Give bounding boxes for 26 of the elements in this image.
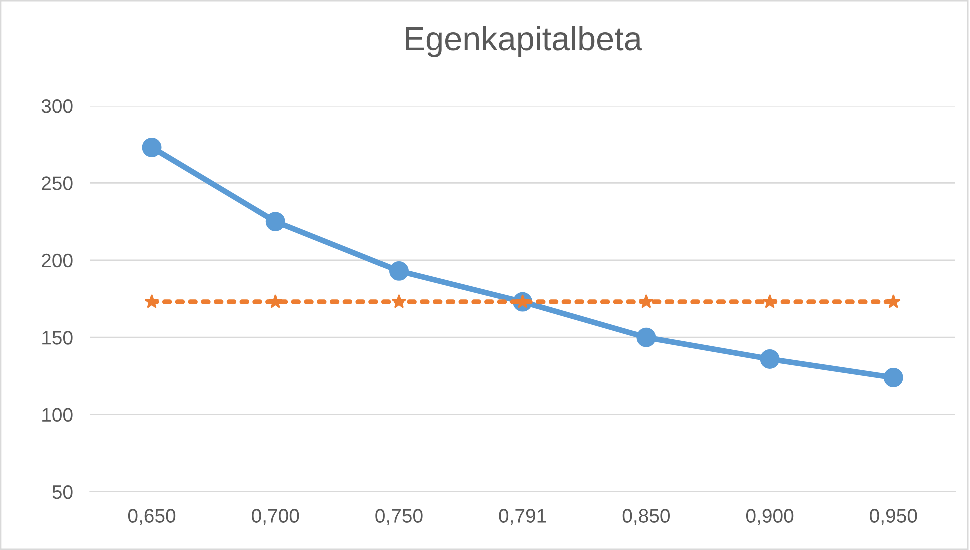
y-tick-label: 150 <box>42 331 73 345</box>
y-tick-label: 50 <box>52 485 73 500</box>
point <box>884 368 904 388</box>
point <box>144 294 160 308</box>
x-tick-label: 0,700 <box>252 509 300 526</box>
point <box>886 294 901 308</box>
point <box>142 138 162 158</box>
x-tick-label: 0,791 <box>499 509 546 526</box>
x-tick-label: 0,900 <box>746 509 794 526</box>
point <box>392 294 407 308</box>
x-tick-label: 0,750 <box>376 509 423 526</box>
point <box>390 261 409 281</box>
point <box>762 294 778 308</box>
point <box>636 328 656 348</box>
point <box>268 294 283 308</box>
x-tick-label: 0,650 <box>128 509 176 526</box>
y-tick-label: 300 <box>42 99 73 114</box>
chart-title: Egenkapitalbeta <box>406 26 642 58</box>
x-tick-label: 0,950 <box>870 509 918 526</box>
point <box>760 349 780 369</box>
x-tick-label: 0,850 <box>622 509 670 526</box>
y-tick-label: 250 <box>42 176 73 190</box>
point <box>639 294 654 308</box>
y-tick-label: 100 <box>42 408 73 422</box>
y-tick-label: 200 <box>42 254 73 268</box>
point <box>266 212 286 232</box>
